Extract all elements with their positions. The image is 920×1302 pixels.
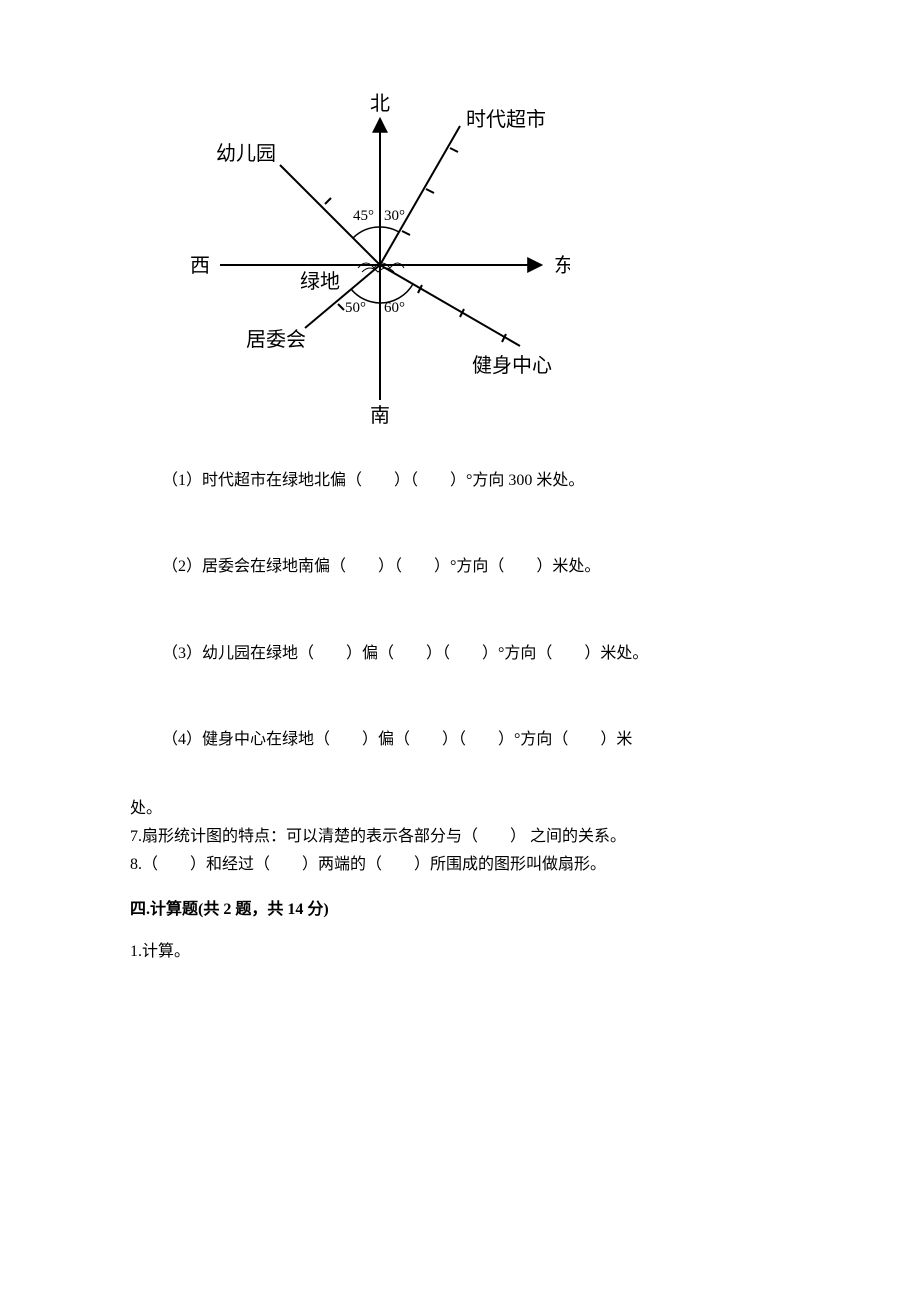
ray-ne bbox=[380, 126, 460, 265]
label-west: 西 bbox=[190, 255, 210, 277]
angle-sw: 50° bbox=[345, 300, 366, 316]
label-north: 北 bbox=[370, 92, 390, 115]
para-7: 7.扇形统计图的特点：可以清楚的表示各部分与（ ） 之间的关系。 bbox=[130, 826, 800, 848]
question-2: （2）居委会在绿地南偏（ ）（ ）°方向（ ）米处。 bbox=[130, 556, 800, 578]
diagram-svg: 北 南 东 西 绿地 时代超市 幼儿园 居委会 健身中心 45° 30° 50°… bbox=[170, 90, 570, 430]
para-8: 8.（ ）和经过（ ）两端的（ ）所围成的图形叫做扇形。 bbox=[130, 854, 800, 876]
arc-nw bbox=[353, 227, 380, 238]
section-four-title: 四.计算题(共 2 题，共 14 分) bbox=[130, 899, 800, 921]
label-east: 东 bbox=[554, 254, 570, 277]
question-4b: 处。 bbox=[130, 798, 800, 820]
angle-ne: 30° bbox=[384, 208, 405, 224]
label-center: 绿地 bbox=[300, 270, 340, 293]
section-four-item-1: 1.计算。 bbox=[130, 941, 800, 963]
label-nw: 幼儿园 bbox=[216, 142, 276, 165]
label-south: 南 bbox=[370, 404, 390, 427]
label-se: 健身中心 bbox=[472, 354, 552, 377]
arc-ne bbox=[380, 227, 399, 232]
label-sw: 居委会 bbox=[246, 328, 306, 351]
direction-diagram: 北 南 东 西 绿地 时代超市 幼儿园 居委会 健身中心 45° 30° 50°… bbox=[170, 90, 570, 430]
question-3: （3）幼儿园在绿地（ ）偏（ ）（ ）°方向（ ）米处。 bbox=[130, 643, 800, 665]
angle-nw: 45° bbox=[353, 208, 374, 224]
angle-se: 60° bbox=[384, 300, 405, 316]
question-4a: （4）健身中心在绿地（ ）偏（ ）（ ）°方向（ ）米 bbox=[130, 729, 800, 751]
question-1: （1）时代超市在绿地北偏（ ）（ ）°方向 300 米处。 bbox=[130, 470, 800, 492]
label-ne: 时代超市 bbox=[466, 108, 546, 131]
